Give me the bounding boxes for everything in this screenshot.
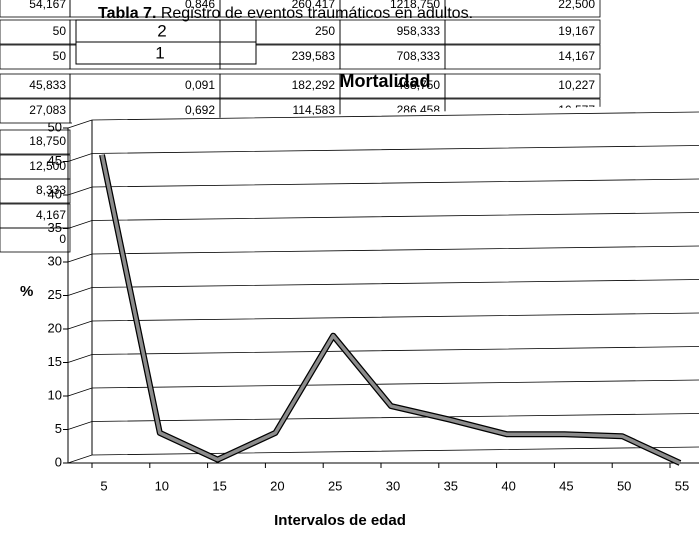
- table-text: 12,500: [29, 159, 66, 173]
- x-tick-label: 35: [444, 478, 458, 493]
- table-text: 0,692: [185, 103, 215, 117]
- table-cell: [444, 73, 601, 99]
- table-text: 182,292: [292, 78, 336, 92]
- y-tick-label: 5: [55, 421, 62, 436]
- x-tick-label: 40: [501, 478, 515, 493]
- table-text: 0: [59, 232, 66, 246]
- table-text: 468,750: [397, 78, 441, 92]
- table-text: 54,167: [29, 0, 66, 11]
- table-text: 1218,750: [390, 0, 440, 11]
- table-text: 8,333: [36, 183, 66, 197]
- grid-line: [67, 178, 699, 196]
- y-tick-label: 10: [48, 387, 62, 402]
- x-tick-label: 30: [386, 478, 400, 493]
- table-cell: [0, 129, 71, 155]
- legend-box: 2 1: [75, 19, 257, 65]
- table-cell: [444, 44, 601, 70]
- table-text: 239,583: [292, 49, 336, 63]
- table-text: 18,750: [29, 134, 66, 148]
- y-tick-label: 45: [48, 153, 62, 168]
- grid-line: [67, 212, 699, 229]
- table-text: 4,167: [36, 208, 66, 222]
- table-cell: [444, 19, 601, 45]
- grid-line: [67, 446, 699, 464]
- chart-title: Mortalidad: [339, 71, 430, 91]
- grid-line: [67, 312, 699, 330]
- grid-line: [67, 413, 699, 430]
- x-tick-label: 50: [617, 478, 631, 493]
- y-tick-label: 15: [48, 354, 62, 369]
- x-axis-label: Intervalos de edad: [274, 512, 406, 529]
- chart-area: [72, 104, 699, 470]
- table-text: 45,833: [29, 78, 66, 92]
- table-cell: [0, 227, 71, 253]
- table-text: 0,091: [185, 78, 215, 92]
- table-text: 14,167: [558, 49, 595, 63]
- y-tick-label: 0: [55, 454, 62, 469]
- grid-line: [67, 245, 699, 263]
- table-text: 114,583: [293, 103, 336, 117]
- y-tick-label: 35: [48, 220, 62, 235]
- grid-line: [67, 346, 699, 363]
- table-text: 260,417: [292, 0, 336, 11]
- x-tick-label: 55: [675, 478, 689, 493]
- y-tick-label: 50: [48, 119, 62, 134]
- table-text: 10,227: [558, 78, 595, 92]
- table-text: 19,167: [558, 24, 595, 38]
- caption-text: Registro de eventos traumáticos en adult…: [161, 5, 473, 22]
- table-text: 250: [315, 24, 335, 38]
- x-tick-label: 20: [270, 478, 284, 493]
- y-tick-label: 40: [48, 186, 62, 201]
- y-axis-label: %: [20, 283, 33, 300]
- y-tick-label: 20: [48, 320, 62, 335]
- legend-entry: 1: [155, 43, 164, 62]
- x-tick-label: 25: [328, 478, 342, 493]
- table-text: 708,333: [397, 49, 441, 63]
- grid-line: [67, 145, 699, 162]
- legend-entry: 2: [157, 21, 166, 40]
- table-cell: [444, 0, 601, 18]
- grid-line: [67, 379, 699, 397]
- table-text: 50: [53, 49, 67, 63]
- y-tick-label: 25: [48, 287, 62, 302]
- table-text: 958,333: [397, 24, 441, 38]
- plot: 0 5 10 15 20 25 30 35 40 45 50 5 10 15 20 25 30 35 40 45 50 5…: [48, 111, 699, 493]
- grid-line: [67, 111, 699, 129]
- table-text: 22,500: [558, 0, 595, 11]
- y-tick-label: 30: [48, 253, 62, 268]
- x-tick-label: 5: [100, 478, 107, 493]
- table-text: 27,083: [29, 103, 66, 117]
- grid-line: [67, 279, 699, 296]
- x-tick-label: 10: [155, 478, 169, 493]
- x-tick-label: 45: [559, 478, 573, 493]
- table-text: 50: [53, 24, 67, 38]
- svg-text:Tabla 7. Registro de eventos t: Tabla 7. Registro de eventos traumáticos…: [98, 5, 473, 22]
- table-cell: [0, 178, 71, 204]
- x-tick-label: 15: [212, 478, 226, 493]
- table-text: 0,846: [185, 0, 215, 11]
- caption-label: Tabla 7.: [98, 5, 156, 22]
- line: [100, 154, 681, 465]
